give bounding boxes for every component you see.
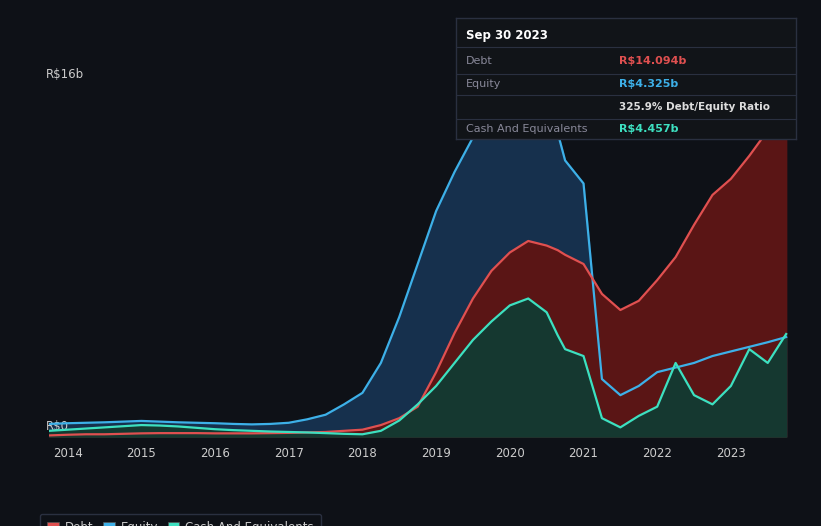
Text: R$4.325b: R$4.325b: [619, 79, 678, 89]
Text: R$16b: R$16b: [45, 68, 84, 82]
Text: Sep 30 2023: Sep 30 2023: [466, 29, 548, 42]
Text: 325.9% Debt/Equity Ratio: 325.9% Debt/Equity Ratio: [619, 102, 770, 112]
Text: Debt: Debt: [466, 56, 493, 66]
Text: Cash And Equivalents: Cash And Equivalents: [466, 124, 587, 134]
Legend: Debt, Equity, Cash And Equivalents: Debt, Equity, Cash And Equivalents: [40, 514, 321, 526]
Text: R$4.457b: R$4.457b: [619, 124, 679, 134]
Text: R$0: R$0: [45, 420, 68, 433]
Text: R$14.094b: R$14.094b: [619, 56, 686, 66]
Text: Equity: Equity: [466, 79, 502, 89]
